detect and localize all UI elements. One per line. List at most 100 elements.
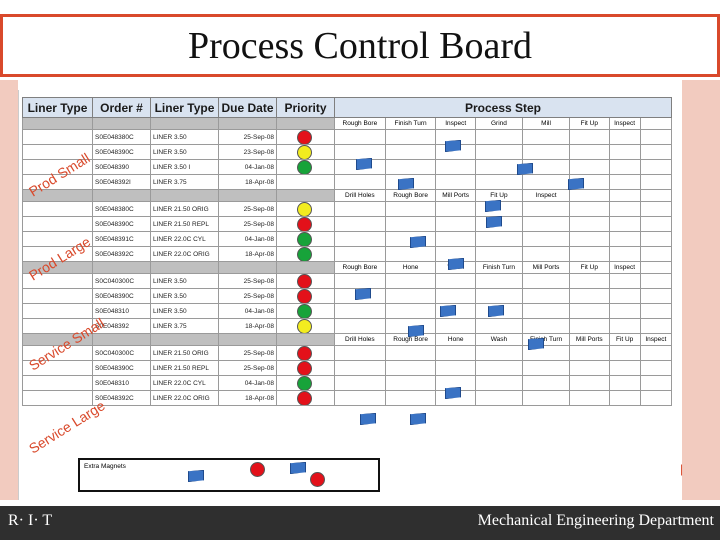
step-cell — [435, 159, 476, 175]
cell-liner: LINER 22.0C CYL — [150, 231, 219, 247]
red-magnet — [250, 462, 265, 477]
step-cell — [639, 174, 673, 190]
cell-order: S0C040300C — [92, 273, 151, 289]
flag-icon — [486, 216, 502, 228]
step-cell — [521, 273, 571, 289]
priority-red-dot — [297, 391, 312, 405]
step-cell — [384, 375, 437, 391]
step-cell — [639, 273, 673, 289]
priority-cell — [276, 318, 335, 334]
step-cell — [608, 246, 641, 262]
step-cell — [639, 159, 673, 175]
cell-order: S0E048392C — [92, 246, 151, 262]
step-cell — [435, 231, 476, 247]
step-cell — [521, 129, 571, 145]
table-row: S0E048310 LINER 22.0C CYL 04-Jan-08 — [22, 375, 673, 391]
step-cell — [608, 231, 641, 247]
step-cell — [334, 246, 386, 262]
priority-cell — [276, 375, 335, 391]
step-cell — [474, 174, 523, 190]
cell-due: 18-Apr-08 — [218, 174, 277, 190]
step-cell — [384, 129, 437, 145]
table-row: S0E048390 LINER 3.50 I 04-Jan-08 — [22, 159, 673, 175]
flag-icon — [410, 413, 426, 425]
flag-icon — [398, 178, 414, 190]
step-cell — [334, 174, 386, 190]
flag-icon — [568, 178, 584, 190]
step-cell — [474, 231, 523, 247]
table-row: S0E048310 LINER 3.50 04-Jan-08 — [22, 303, 673, 319]
step-cell — [474, 360, 523, 376]
cell-order: S0E048392I — [92, 174, 151, 190]
cell-liner: LINER 3.50 — [150, 288, 219, 304]
step-label: Inspect — [639, 333, 673, 346]
flag-icon — [445, 387, 461, 399]
cell-liner: LINER 3.75 — [150, 174, 219, 190]
col-order: Order # — [92, 97, 151, 118]
step-label: Inspect — [608, 261, 641, 274]
col-priority: Priority — [276, 97, 335, 118]
step-label: Inspect — [608, 117, 641, 130]
step-label: Mill Ports — [521, 261, 571, 274]
step-cell — [569, 144, 610, 160]
table-row: S0E048392C LINER 22.0C ORIG 18-Apr-08 — [22, 390, 673, 406]
step-label — [639, 189, 673, 202]
col-liner-type: Liner Type — [22, 97, 93, 118]
step-cell — [569, 318, 610, 334]
cell-liner: LINER 3.50 I — [150, 159, 219, 175]
table-row: S0E048390C LINER 3.50 23-Sep-08 — [22, 144, 673, 160]
step-cell — [569, 216, 610, 232]
step-cell — [569, 159, 610, 175]
table-row: S0E048391C LINER 22.0C CYL 04-Jan-08 — [22, 231, 673, 247]
cell-order: S0E048310 — [92, 375, 151, 391]
step-cell — [569, 390, 610, 406]
col-due-date: Due Date — [218, 97, 277, 118]
step-label: Wash — [474, 333, 523, 346]
priority-yellow-dot — [297, 202, 312, 216]
step-cell — [608, 345, 641, 361]
priority-cell — [276, 216, 335, 232]
flag-icon — [355, 288, 371, 300]
step-label: Finish Turn — [384, 117, 437, 130]
board-table: Liner Type Order # Liner Type Due Date P… — [22, 97, 673, 406]
flag-icon — [290, 462, 306, 474]
flag-icon — [360, 413, 376, 425]
cell-due: 25-Sep-08 — [218, 201, 277, 217]
step-cell — [384, 201, 437, 217]
step-cell — [569, 129, 610, 145]
step-cell — [639, 345, 673, 361]
cell-due: 25-Sep-08 — [218, 273, 277, 289]
step-cell — [334, 318, 386, 334]
cell-due: 23-Sep-08 — [218, 144, 277, 160]
step-cell — [435, 318, 476, 334]
step-label: Inspect — [521, 189, 571, 202]
step-cell — [521, 144, 571, 160]
priority-cell — [276, 231, 335, 247]
step-cell — [334, 231, 386, 247]
flag-icon — [445, 140, 461, 152]
footer-left: R· I· T — [8, 512, 53, 529]
step-cell — [474, 318, 523, 334]
priority-cell — [276, 273, 335, 289]
cell-due: 04-Jan-08 — [218, 231, 277, 247]
step-cell — [384, 273, 437, 289]
step-cell — [384, 216, 437, 232]
cell-due: 25-Sep-08 — [218, 216, 277, 232]
cell-order: S0E048391C — [92, 231, 151, 247]
priority-cell — [276, 129, 335, 145]
step-cell — [608, 303, 641, 319]
cell-liner: LINER 22.0C ORIG — [150, 390, 219, 406]
cell-order: S0E048310 — [92, 303, 151, 319]
step-cell — [435, 201, 476, 217]
step-label: Hone — [384, 261, 437, 274]
priority-green-dot — [297, 160, 312, 174]
priority-cell — [276, 246, 335, 262]
step-cell — [521, 303, 571, 319]
step-cell — [384, 345, 437, 361]
step-cell — [474, 345, 523, 361]
step-cell — [608, 360, 641, 376]
cell-order: S0E048390C — [92, 360, 151, 376]
priority-cell — [276, 159, 335, 175]
step-cell — [474, 273, 523, 289]
step-cell — [334, 360, 386, 376]
